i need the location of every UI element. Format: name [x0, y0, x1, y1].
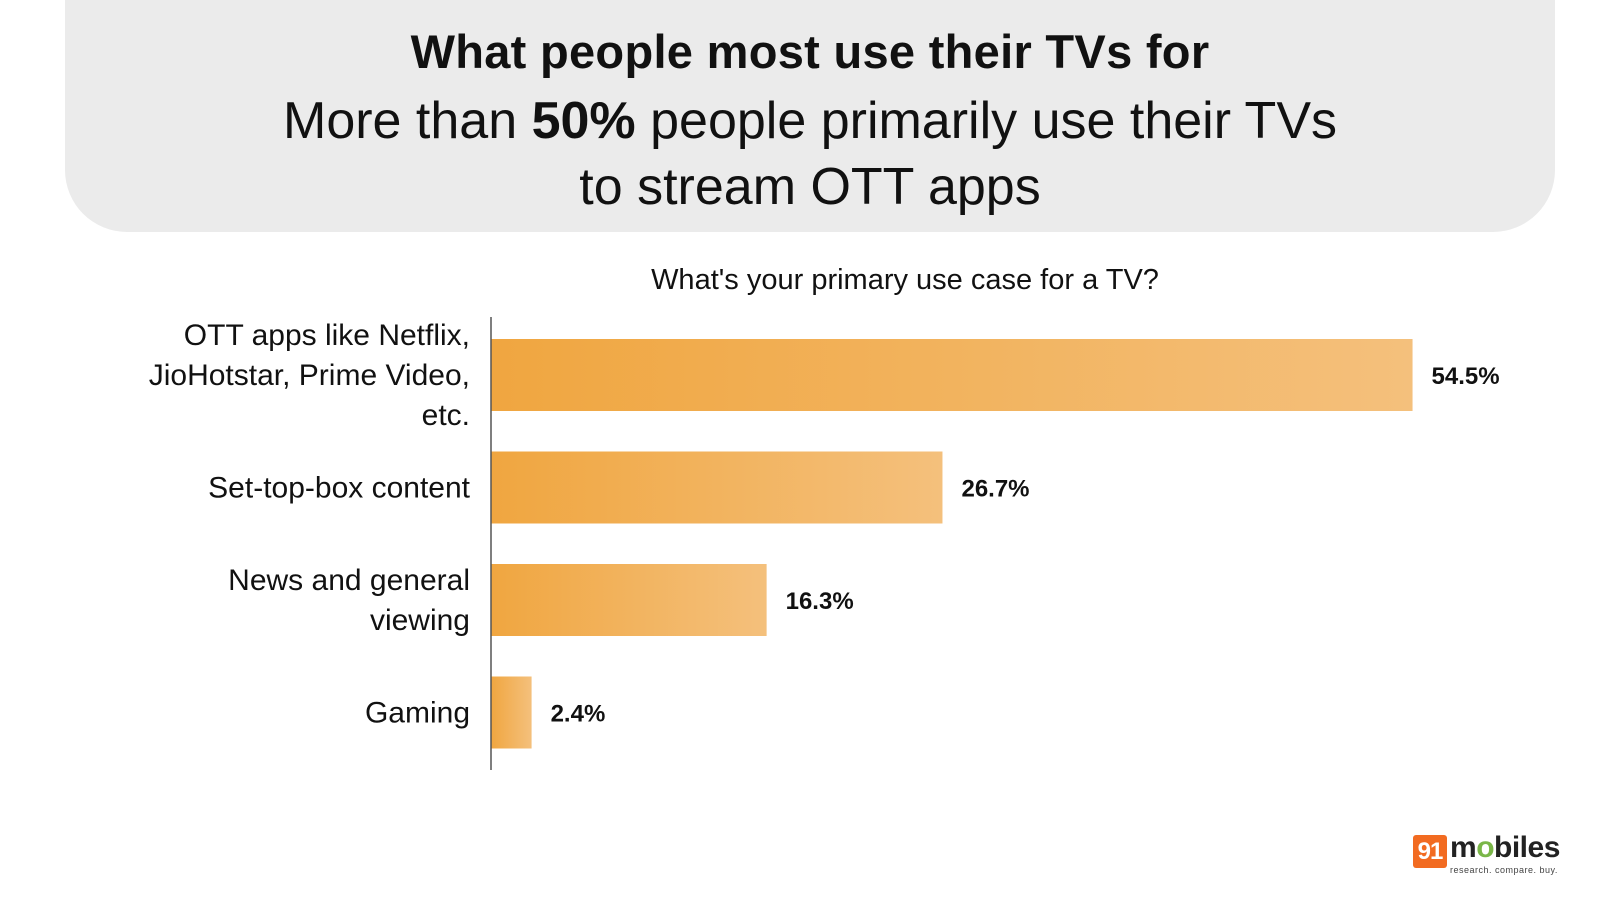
bar-1 [491, 339, 1413, 411]
subtitle-highlight: 50% [531, 92, 636, 150]
bar-4 [491, 676, 532, 749]
value-label-1: 54.5% [1432, 363, 1500, 390]
category-label-4: Gaming [365, 697, 470, 730]
category-label-line: News and general [228, 564, 470, 597]
logo-power-icon: o [1476, 831, 1495, 864]
category-label-line: Set-top-box content [208, 472, 470, 505]
brand-logo: 91 mobiles research. compare. buy. [1413, 831, 1563, 875]
category-label-1: OTT apps like Netflix, JioHotstar, Prime … [149, 319, 470, 432]
bar-2 [491, 451, 943, 524]
bar-chart: OTT apps like Netflix, JioHotstar, Prime … [149, 317, 1500, 770]
category-label-line: JioHotstar, Prime Video, [149, 359, 470, 392]
value-label-3: 16.3% [786, 588, 854, 615]
category-label-line: viewing [370, 604, 470, 637]
page-title: What people most use their TVs for [410, 25, 1210, 78]
logo-badge: 91 [1413, 835, 1447, 868]
category-label-line: Gaming [365, 697, 470, 730]
subtitle-text-1: More than [283, 92, 532, 150]
logo-word-part2: biles [1494, 831, 1560, 864]
value-labels-group: 54.5% 26.7% 16.3% 2.4% [551, 363, 1500, 728]
page-subtitle: More than 50% people primarily use their… [0, 88, 1600, 220]
value-label-2: 26.7% [961, 476, 1029, 503]
bars-group [491, 339, 1413, 749]
category-label-3: News and general viewing [228, 564, 470, 637]
bar-3 [491, 564, 767, 636]
category-label-line: OTT apps like Netflix, [184, 319, 470, 352]
header-panel [65, 0, 1555, 232]
logo-tagline: research. compare. buy. [1450, 865, 1558, 875]
value-label-4: 2.4% [551, 701, 606, 728]
subtitle-text-3: to stream OTT apps [579, 158, 1041, 216]
logo-wordmark: mobiles [1450, 831, 1560, 865]
category-labels-group: OTT apps like Netflix, JioHotstar, Prime … [149, 319, 471, 730]
category-label-line: etc. [422, 399, 470, 432]
category-label-2: Set-top-box content [208, 472, 470, 505]
logo-word-part1: m [1450, 831, 1477, 864]
chart-title: What's your primary use case for a TV? [651, 264, 1159, 296]
subtitle-text-2: people primarily use their TVs [635, 92, 1337, 150]
